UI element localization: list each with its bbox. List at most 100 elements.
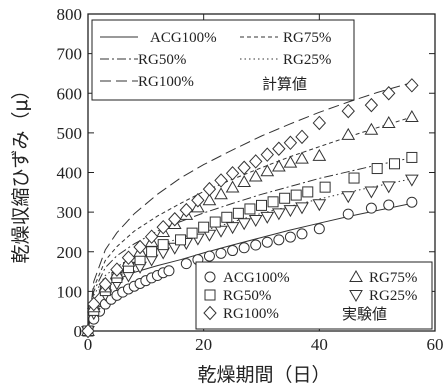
measured-legend-marker <box>204 289 216 301</box>
measured-legend-label: RG50% <box>223 288 271 304</box>
x-tick-label: 40 <box>311 335 328 354</box>
point-rg75pct <box>214 187 228 200</box>
y-tick-label: 100 <box>57 282 83 301</box>
point-rg100pct <box>295 129 309 145</box>
calc-line-rg50pct <box>87 157 413 332</box>
point-rg100pct <box>364 97 379 113</box>
point-rg50pct <box>279 192 291 204</box>
y-tick-label: 700 <box>57 45 83 64</box>
point-rg50pct <box>290 189 302 201</box>
point-rg50pct <box>319 181 331 193</box>
measured-legend-marker <box>349 290 363 303</box>
point-rg25pct <box>364 186 379 199</box>
y-tick-label: 500 <box>57 124 83 143</box>
point-rg100pct <box>179 202 193 218</box>
point-rg100pct <box>121 250 136 265</box>
point-rg25pct <box>312 199 327 212</box>
point-rg25pct <box>405 174 419 187</box>
measured-legend-marker <box>349 269 363 282</box>
calculated-legend-box <box>91 19 355 101</box>
point-rg100pct <box>81 323 95 339</box>
point-acg100pct <box>180 258 192 270</box>
measured-legend-box <box>195 261 433 330</box>
point-acg100pct <box>163 265 175 277</box>
point-acg100pct <box>261 236 273 248</box>
point-rg100pct <box>98 277 113 292</box>
point-acg100pct <box>313 223 325 235</box>
point-rg50pct <box>175 234 187 246</box>
point-rg100pct <box>191 193 205 208</box>
y-tick-label: 400 <box>57 164 83 183</box>
point-rg50pct <box>348 172 360 184</box>
measured-legend-label: RG75% <box>369 270 417 286</box>
x-tick-label: 60 <box>427 335 444 354</box>
point-rg25pct <box>295 202 309 215</box>
point-rg50pct <box>389 158 401 170</box>
point-rg50pct <box>221 211 233 223</box>
point-rg75pct <box>295 151 309 164</box>
point-rg50pct <box>209 216 221 228</box>
point-rg100pct <box>225 166 240 181</box>
axis-ticks <box>87 13 436 332</box>
point-acg100pct <box>238 242 250 254</box>
point-rg25pct <box>225 222 240 235</box>
point-rg75pct <box>271 159 286 172</box>
point-rg50pct <box>186 227 198 239</box>
point-rg100pct <box>202 181 217 197</box>
point-rg100pct <box>272 141 286 156</box>
point-rg100pct <box>133 239 147 255</box>
point-rg100pct <box>110 262 124 277</box>
point-rg100pct <box>312 115 327 131</box>
point-rg50pct <box>406 151 418 163</box>
point-rg75pct <box>237 175 252 188</box>
y-tick-label: 300 <box>57 203 83 222</box>
point-rg25pct <box>248 215 263 228</box>
point-rg50pct <box>146 246 158 258</box>
y-tick-label: 800 <box>57 5 83 24</box>
point-rg75pct <box>225 180 240 193</box>
point-rg100pct <box>156 219 170 235</box>
measured-legend-label: ACG100% <box>223 270 290 286</box>
y-tick-label: 600 <box>57 84 83 103</box>
point-rg75pct <box>312 148 327 161</box>
point-acg100pct <box>296 228 308 240</box>
point-rg100pct <box>283 135 298 151</box>
point-rg100pct <box>382 86 396 101</box>
point-rg50pct <box>256 199 267 211</box>
x-axis-title: 乾燥期間（日） <box>197 364 330 386</box>
point-rg25pct <box>283 205 298 218</box>
measured-legend-marker <box>204 271 216 283</box>
point-rg25pct <box>214 225 228 238</box>
calc-line-rg75pct <box>87 116 413 332</box>
point-rg75pct <box>341 127 356 140</box>
point-rg100pct <box>260 147 274 162</box>
point-rg100pct <box>341 103 355 119</box>
point-rg25pct <box>271 208 286 221</box>
calculated-legend-label: ACG100% <box>150 30 217 46</box>
point-acg100pct <box>406 196 418 208</box>
y-axis-title: 乾燥収縮ひずみ（μ） <box>10 80 32 263</box>
point-rg50pct <box>198 221 210 233</box>
calculated-legend-label: RG25% <box>283 52 331 68</box>
measured-legend-marker <box>203 305 217 321</box>
x-tick-label: 0 <box>84 335 93 354</box>
point-rg50pct <box>157 239 169 251</box>
point-rg75pct <box>381 115 396 128</box>
point-rg25pct <box>381 181 396 194</box>
point-acg100pct <box>227 245 239 257</box>
point-rg100pct <box>237 160 251 175</box>
x-tick-label: 20 <box>195 335 212 354</box>
point-rg75pct <box>248 169 263 182</box>
calculated-legend-label: RG100% <box>138 74 194 90</box>
calculated-legend-note: 計算値 <box>262 75 307 93</box>
point-rg25pct <box>202 229 217 242</box>
point-rg75pct <box>202 193 217 206</box>
calculated-legend-label: RG75% <box>283 30 331 46</box>
point-acg100pct <box>273 234 285 246</box>
point-acg100pct <box>284 231 296 243</box>
point-rg75pct <box>260 164 275 177</box>
point-rg25pct <box>167 242 182 255</box>
measured-legend-label: RG25% <box>369 288 417 304</box>
